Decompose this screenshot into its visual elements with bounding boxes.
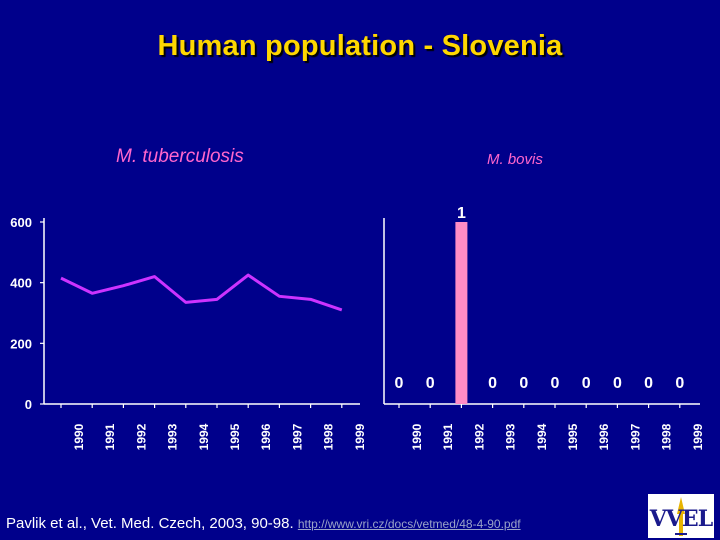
bovis-data-label: 0 (488, 375, 497, 392)
bovis-data-label: 0 (613, 375, 622, 392)
bovis-x-tick-label: 1998 (660, 423, 674, 450)
bovis-chart-title: M. bovis (487, 151, 543, 168)
bovis-x-tick-label: 1994 (535, 423, 549, 450)
bovis-data-label: 0 (675, 375, 684, 392)
tb-x-tick-label: 1997 (290, 423, 304, 450)
tb-x-tick-label: 1996 (259, 423, 273, 450)
bovis-bar (455, 222, 468, 404)
bovis-x-tick-label: 1996 (597, 423, 611, 450)
tb-x-tick-label: 1993 (166, 423, 180, 450)
bovis-data-label: 0 (426, 375, 435, 392)
bovis-x-tick-label: 1997 (628, 423, 642, 450)
tb-series-line (60, 273, 343, 312)
bovis-data-label: 1 (457, 205, 466, 222)
bovis-x-tick-label: 1992 (472, 423, 486, 450)
tb-x-tick-label: 1994 (197, 423, 211, 450)
tb-x-tick-label: 1998 (322, 423, 336, 450)
tb-x-tick-label: 1991 (103, 423, 117, 450)
logo-text: VVEL (649, 506, 713, 532)
tb-x-tick-label: 1990 (72, 423, 86, 450)
bovis-x-tick-label: 1993 (504, 423, 518, 450)
tuberculosis-chart-title: M. tuberculosis (116, 146, 244, 167)
citation-text: Pavlik et al., Vet. Med. Czech, 2003, 90… (6, 515, 294, 532)
tb-x-tick-label: 1995 (228, 423, 242, 450)
citation-link[interactable]: http://www.vri.cz/docs/vetmed/48-4-90.pd… (297, 517, 521, 531)
bovis-data-label: 0 (582, 375, 591, 392)
tb-x-tick-label: 1999 (353, 423, 367, 450)
bovis-data-label: 0 (395, 375, 404, 392)
tb-y-tick-label: 600 (10, 215, 32, 230)
citation: Pavlik et al., Vet. Med. Czech, 2003, 90… (6, 515, 521, 532)
bovis-data-label: 0 (519, 375, 528, 392)
slide-title: Human population - Slovenia (157, 30, 563, 62)
bovis-x-tick-label: 1990 (410, 423, 424, 450)
tb-y-tick-label: 0 (25, 397, 32, 412)
bovis-x-tick-label: 1991 (441, 423, 455, 450)
bovis-data-label: 0 (644, 375, 653, 392)
tb-y-tick-label: 200 (10, 336, 32, 351)
bovis-x-tick-label: 1995 (566, 423, 580, 450)
logo-emblem-icon (675, 497, 687, 536)
bovis-x-tick-label: 1999 (691, 423, 705, 450)
tb-y-tick-label: 400 (10, 276, 32, 291)
tb-x-tick-label: 1992 (134, 423, 148, 450)
bovis-data-label: 0 (551, 375, 560, 392)
vvel-logo-icon: VVEL (648, 494, 714, 538)
